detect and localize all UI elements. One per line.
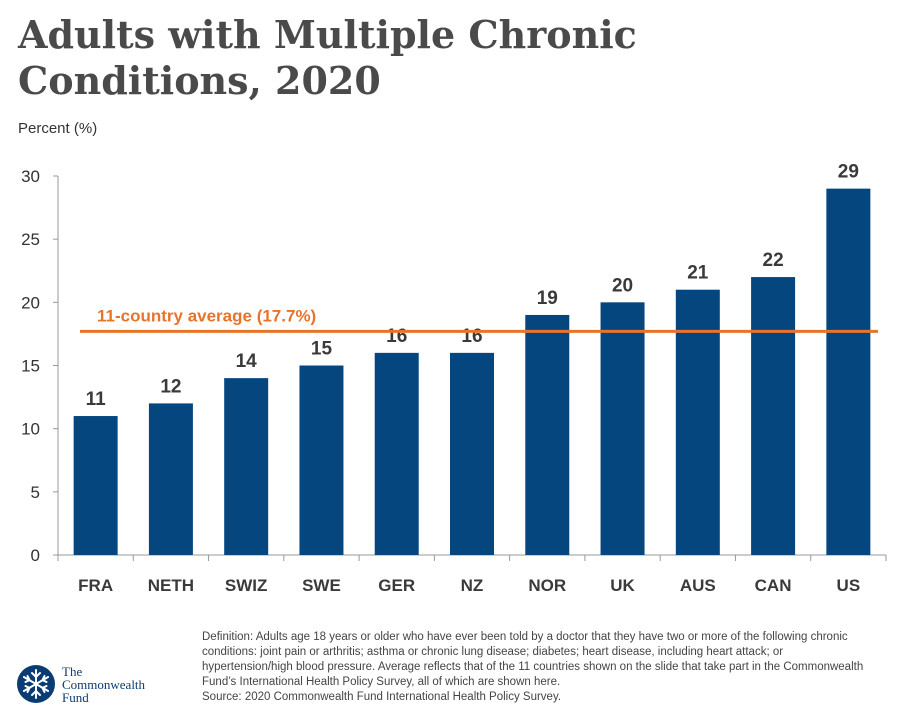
bar-value-label: 22 <box>763 250 784 271</box>
y-tick-label: 20 <box>21 293 40 312</box>
y-tick-label: 0 <box>31 546 40 565</box>
bar <box>299 365 344 555</box>
category-label: NOR <box>528 576 566 595</box>
bar-value-label: 16 <box>386 326 407 347</box>
bar-value-label: 16 <box>461 326 482 347</box>
category-label: GER <box>378 576 415 595</box>
bar <box>224 378 269 555</box>
bar <box>751 277 796 555</box>
bar-value-label: 12 <box>160 376 181 397</box>
snowflake-icon <box>17 665 55 703</box>
bar-value-label: 20 <box>612 275 633 296</box>
category-label: UK <box>610 576 635 595</box>
bar <box>525 314 570 555</box>
category-label: AUS <box>680 576 716 595</box>
bar-chart: 0 5 10 15 20 25 30 11 FRA 12 NETH 14 SWIZ 15 SWE 16 GER 1… <box>21 162 887 595</box>
average-line-label: 11-country average (17.7%) <box>97 306 316 325</box>
bar-value-label: 29 <box>838 162 859 183</box>
source-text: Source: 2020 Commonwealth Fund Internati… <box>202 691 562 703</box>
commonwealth-fund-logo: The Commonwealth Fund <box>16 664 145 704</box>
bar <box>675 289 720 555</box>
bar-value-label: 14 <box>236 351 258 372</box>
bar <box>450 352 494 555</box>
y-tick-label: 15 <box>21 357 40 376</box>
category-label: NETH <box>148 576 194 595</box>
y-tick-label: 30 <box>21 167 40 186</box>
footnote: Definition: Adults age 18 years or older… <box>202 630 872 705</box>
bar-value-label: 19 <box>537 288 558 309</box>
y-tick-label: 5 <box>31 483 40 502</box>
y-tick-label: 10 <box>21 420 40 439</box>
y-tick-label: 25 <box>21 230 40 249</box>
category-label: NZ <box>461 576 484 595</box>
chart-title: Adults with Multiple Chronic Conditions,… <box>18 12 637 103</box>
category-label: CAN <box>755 576 792 595</box>
bar-value-label: 11 <box>86 389 107 410</box>
category-label: FRA <box>78 576 113 595</box>
category-label: SWIZ <box>225 576 268 595</box>
logo-line-2: Commonwealth <box>62 676 146 692</box>
bar <box>826 188 871 555</box>
bar <box>73 416 118 555</box>
bar <box>600 302 645 555</box>
bar-value-label: 21 <box>687 263 709 284</box>
y-axis-label: Percent (%) <box>18 120 98 137</box>
category-label: SWE <box>302 576 341 595</box>
logo-line-3: Fund <box>62 689 89 705</box>
logo-line-1: The <box>62 663 83 679</box>
bar-value-label: 15 <box>311 339 333 360</box>
definition-text: Definition: Adults age 18 years or older… <box>202 631 864 688</box>
bar <box>374 352 419 555</box>
bar <box>148 403 193 555</box>
category-label: US <box>837 576 861 595</box>
